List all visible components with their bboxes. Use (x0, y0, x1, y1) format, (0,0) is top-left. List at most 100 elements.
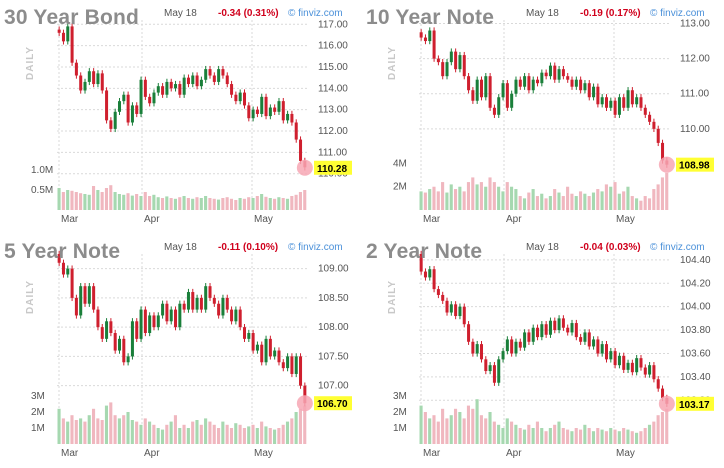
volume-bar (298, 408, 302, 444)
volume-bar (479, 415, 483, 444)
volume-bar (510, 421, 514, 444)
candle-body (96, 309, 100, 328)
candle-body (475, 344, 479, 354)
candle-body (475, 79, 479, 101)
volume-bar (518, 428, 522, 444)
candle-body (165, 81, 169, 95)
volume-bar (126, 193, 130, 210)
volume-bar (130, 420, 134, 444)
candle-body (169, 309, 173, 322)
volume-bar (441, 408, 445, 444)
candle-body (497, 359, 501, 383)
candle-body (122, 338, 126, 363)
volume-tick-label: 2M (393, 182, 407, 193)
candle-body (230, 84, 234, 95)
candle-body (117, 338, 122, 351)
candle-body (488, 76, 492, 108)
volume-bar (643, 196, 647, 210)
volume-bar (247, 197, 251, 210)
volume-tick-label: 1M (393, 423, 407, 434)
volume-bar (514, 189, 518, 210)
chart-panel-10-year-note[interactable]: 113.00 112.00 111.00 110.00 Mar Apr May 4M 2M 108… (362, 0, 724, 234)
volume-tick-label: 4M (393, 158, 407, 169)
price-change: -0.04 (0.03%) (580, 242, 641, 253)
volume-bar (221, 198, 225, 210)
volume-bar (652, 421, 656, 444)
volume-bar (216, 199, 221, 210)
last-price-label: 110.28 (317, 164, 347, 175)
chart-panel-2-year-note[interactable]: 104.40 104.20 104.00 103.80 103.60 103.40 103.… (362, 234, 724, 468)
volume-bar (561, 428, 565, 444)
y-tick-label: 112.00 (680, 54, 710, 65)
volume-bar (212, 198, 216, 210)
candle-body (561, 318, 565, 328)
volume-bar (74, 192, 78, 210)
volume-bar (578, 429, 583, 444)
candle-body (70, 268, 74, 298)
volume-bar (152, 424, 156, 444)
candle-body (70, 26, 74, 63)
volume-bar (195, 197, 199, 210)
x-tick-label: Mar (61, 214, 79, 225)
candle-body (604, 97, 609, 108)
candle-body (96, 73, 100, 85)
candle-body (579, 337, 583, 342)
y-tick-label: 104.20 (680, 278, 711, 289)
volume-bar (186, 198, 190, 210)
volume-bar (61, 192, 65, 210)
candle-body (148, 315, 152, 333)
candle-body (579, 79, 583, 91)
candle-body (622, 355, 626, 370)
volume-bar (441, 182, 445, 210)
volume-bar (247, 426, 251, 444)
volume-bar (432, 415, 436, 444)
candle-body (299, 356, 303, 386)
volume-bar (242, 428, 246, 444)
chart-panel-30-year-bond[interactable]: 117.00 116.00 115.00 114.00 113.00 112.00 111.… (0, 0, 362, 234)
volume-bar (152, 194, 156, 210)
volume-bar (423, 412, 427, 444)
volume-bar (626, 429, 630, 444)
candle-body (609, 351, 613, 360)
volume-bar (436, 191, 440, 210)
candle-body (113, 111, 117, 129)
candle-body (428, 269, 432, 278)
volume-bar (199, 424, 203, 444)
candle-body (204, 286, 208, 310)
y-tick-label: 109.00 (318, 264, 349, 275)
candle-body (566, 327, 570, 333)
candle-body (626, 90, 630, 108)
y-tick-label: 103.80 (680, 325, 711, 336)
candle-body (105, 321, 109, 339)
volume-bar (428, 189, 432, 210)
candle-body (186, 292, 190, 310)
volume-bar (609, 428, 613, 444)
chart-panel-5-year-note[interactable]: 109.00 108.50 108.00 107.50 107.00 Mar Apr May 3… (0, 234, 362, 468)
volume-bar (225, 197, 229, 210)
volume-bar (79, 193, 83, 210)
volume-bar (518, 196, 522, 210)
candle-body (635, 97, 639, 105)
candle-body (109, 120, 113, 129)
volume-bar (204, 418, 208, 444)
candle-body (199, 79, 203, 87)
candle-body (264, 96, 268, 117)
candle-body (523, 332, 527, 348)
candle-body (518, 79, 522, 87)
candle-body (600, 344, 604, 354)
candle-body (548, 320, 552, 335)
candle-body (548, 65, 552, 77)
volume-bar (497, 424, 501, 444)
candle-body (454, 51, 458, 70)
volume-bar (574, 196, 578, 210)
candle-body (251, 109, 255, 119)
volume-bar (104, 405, 109, 444)
candle-body (148, 96, 152, 104)
candle-body (303, 385, 307, 404)
volume-bar (277, 428, 281, 444)
candle-body (639, 358, 643, 368)
last-price-highlight (314, 396, 352, 411)
volume-bar (419, 405, 423, 444)
y-tick-label: 108.00 (318, 322, 349, 333)
volume-bar (281, 198, 285, 210)
